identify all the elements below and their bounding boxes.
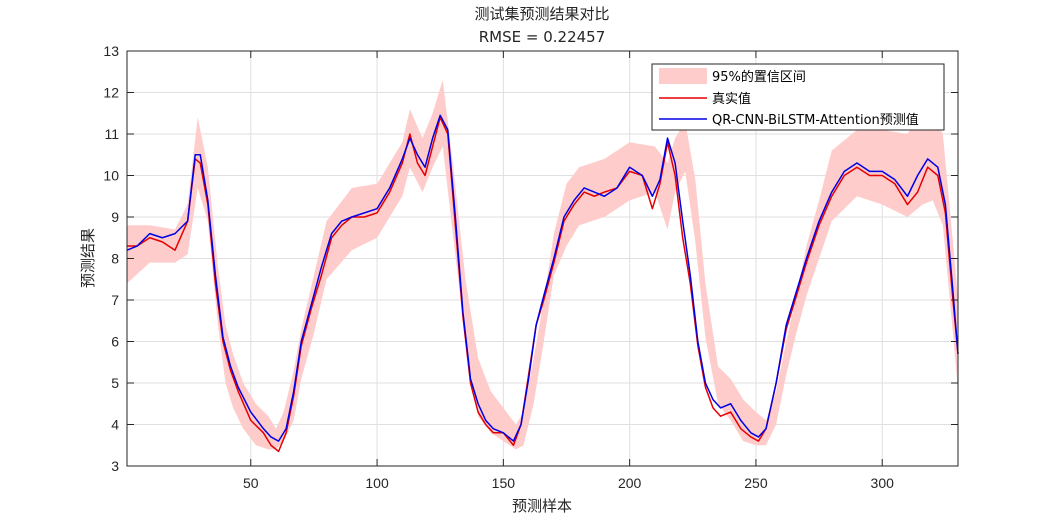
chart-subtitle: RMSE = 0.22457 [479,28,606,46]
x-tick-label: 200 [618,475,642,491]
y-tick-label: 6 [111,334,119,350]
y-tick-label: 8 [111,251,119,267]
legend-swatch-confidence-band [659,68,707,84]
predicted-values-line [126,114,959,442]
y-tick-label: 9 [111,209,119,225]
series-lines-layer [126,114,959,453]
y-tick-label: 10 [103,168,119,184]
x-axis-label: 预测样本 [512,497,572,515]
x-tick-label: 250 [744,475,768,491]
x-tick-label: 300 [871,475,895,491]
ticks-layer: 50 100 150 200 250 300 3 4 5 6 7 8 9 10 11 12 13 [103,43,958,491]
y-tick-label: 4 [111,417,119,433]
y-tick-label: 12 [103,85,119,101]
y-tick-label: 11 [104,126,119,142]
y-tick-label: 3 [111,458,119,474]
legend: 95%的置信区间 真实值 QR-CNN-BiLSTM-Attention预测值 [651,63,945,131]
x-tick-label: 150 [492,475,516,491]
legend-label-actual: 真实值 [712,91,751,107]
y-tick-label: 13 [103,43,119,59]
y-axis-label: 预测结果 [79,228,97,288]
x-tick-label: 50 [243,475,259,491]
legend-label-confidence-band: 95%的置信区间 [712,69,806,85]
x-tick-label: 100 [365,475,389,491]
y-tick-label: 7 [111,292,119,308]
y-tick-label: 5 [111,375,119,391]
chart-title: 测试集预测结果对比 [474,5,609,23]
legend-label-prediction: QR-CNN-BiLSTM-Attention预测值 [712,112,919,128]
